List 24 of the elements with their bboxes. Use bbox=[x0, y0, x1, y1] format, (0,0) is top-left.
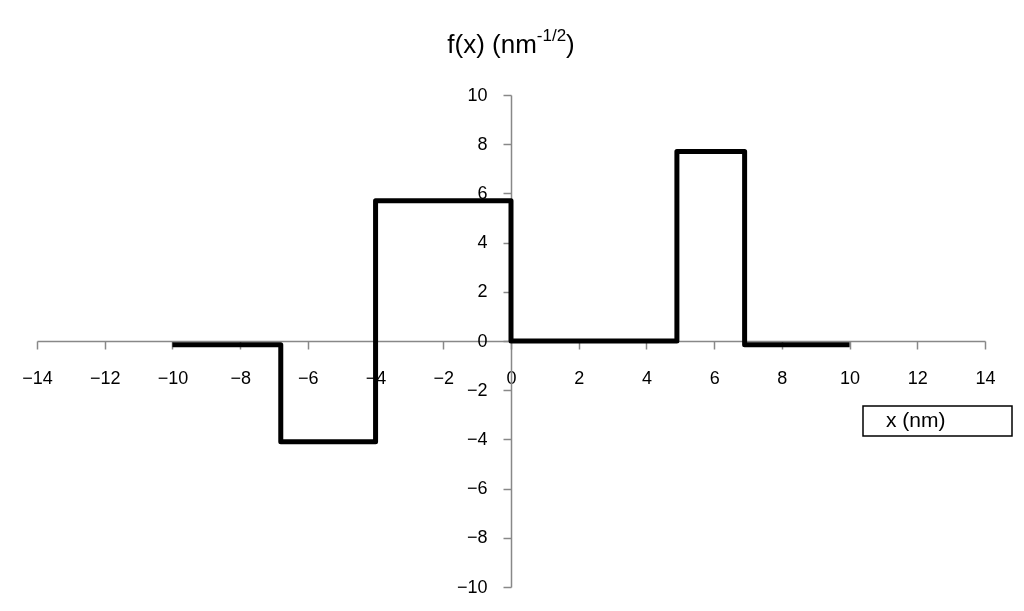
x-tick-label: −2 bbox=[433, 367, 455, 388]
y-tick-label: 2 bbox=[477, 281, 488, 302]
y-tick-label: −4 bbox=[466, 428, 488, 449]
x-tick-label: 10 bbox=[840, 367, 861, 388]
x-tick-label: −12 bbox=[89, 367, 121, 388]
x-tick-label: 2 bbox=[574, 367, 585, 388]
x-tick-label: 12 bbox=[907, 367, 928, 388]
x-tick-label: −8 bbox=[230, 367, 251, 388]
y-tick-label: 4 bbox=[477, 232, 488, 253]
x-tick-label: 4 bbox=[641, 367, 652, 388]
y-tick-label: 8 bbox=[477, 133, 488, 154]
y-tick-label: 0 bbox=[477, 330, 488, 351]
x-tick-label: −10 bbox=[157, 367, 189, 388]
x-tick-label: −6 bbox=[298, 367, 319, 388]
x-tick-label: −14 bbox=[22, 367, 53, 388]
y-tick-label: 10 bbox=[467, 84, 488, 105]
y-tick-label: −10 bbox=[456, 576, 488, 597]
x-tick-label: 14 bbox=[975, 367, 996, 388]
y-tick-label: 6 bbox=[477, 182, 488, 203]
x-tick-label: 8 bbox=[777, 367, 788, 388]
x-axis-title: x (nm) bbox=[886, 408, 946, 431]
y-tick-label: −6 bbox=[466, 478, 488, 499]
y-tick-label: −8 bbox=[466, 527, 488, 548]
x-tick-label: 6 bbox=[709, 367, 720, 388]
